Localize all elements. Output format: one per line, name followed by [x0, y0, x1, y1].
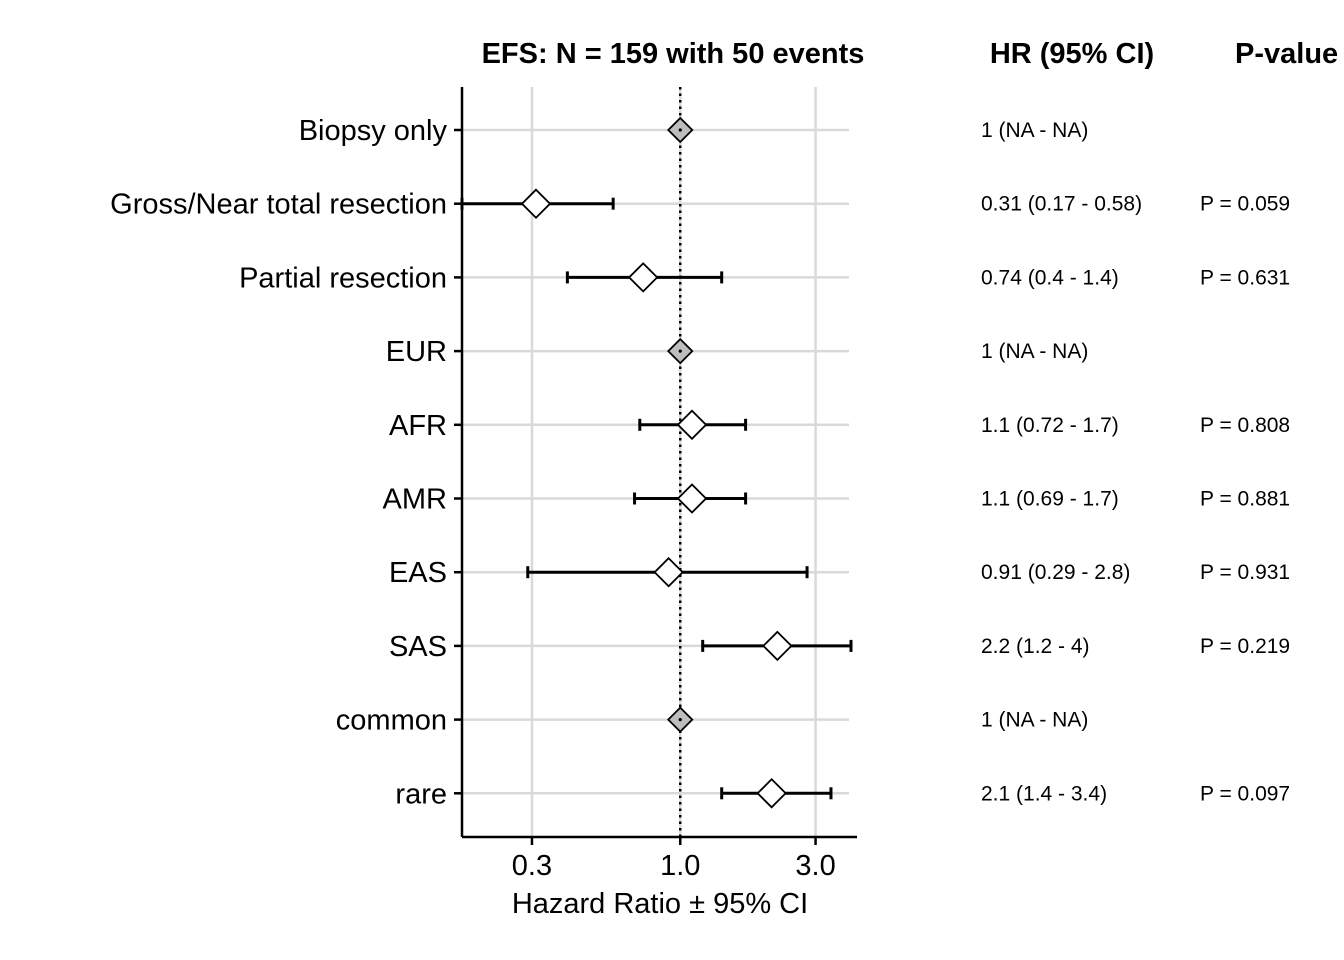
p-value: P = 0.059	[1200, 193, 1290, 216]
p-value-column-header: P-value	[1235, 38, 1338, 70]
row-label: Partial resection	[239, 262, 447, 294]
hazard-ratio-marker	[762, 630, 793, 662]
hr-ci-value: 1.1 (0.69 - 1.7)	[981, 488, 1119, 511]
chart-title: EFS: N = 159 with 50 events	[482, 38, 865, 70]
x-tick-label: 1.0	[660, 850, 700, 882]
table-layer: 1 (NA - NA) 0.31 (0.17 - 0.58) P = 0.059 0.…	[981, 119, 1290, 805]
row-label: Gross/Near total resection	[110, 189, 447, 221]
p-value: P = 0.631	[1200, 266, 1290, 289]
p-value: P = 0.931	[1200, 561, 1290, 584]
hr-ci-value: 0.91 (0.29 - 2.8)	[981, 561, 1130, 584]
row-label: EUR	[386, 336, 447, 368]
p-value: P = 0.097	[1200, 782, 1290, 805]
row-label: AMR	[383, 484, 447, 516]
hr-ci-value: 1.1 (0.72 - 1.7)	[981, 414, 1119, 437]
hr-ci-value: 1 (NA - NA)	[981, 119, 1088, 142]
reference-point-dot	[678, 128, 682, 132]
hazard-ratio-marker	[627, 262, 659, 293]
grid-layer	[462, 87, 849, 837]
row-label: EAS	[389, 557, 447, 589]
hr-ci-value: 0.31 (0.17 - 0.58)	[981, 193, 1142, 216]
hazard-ratio-marker	[676, 483, 708, 514]
row-label: Biopsy only	[299, 115, 448, 147]
x-tick-label: 0.3	[512, 850, 552, 882]
row-label: AFR	[389, 410, 447, 442]
row-label: common	[336, 705, 447, 737]
reference-point-dot	[678, 718, 682, 722]
row-label: SAS	[389, 631, 447, 663]
hazard-ratio-marker	[520, 188, 552, 219]
p-value: P = 0.881	[1200, 488, 1290, 511]
hazard-ratio-marker	[756, 778, 787, 809]
x-tick-label: 3.0	[795, 850, 835, 882]
row-label-layer: Biopsy only Gross/Near total resection Par…	[110, 115, 447, 810]
hr-column-header: HR (95% CI)	[990, 38, 1154, 70]
hr-ci-value: 2.2 (1.2 - 4)	[981, 635, 1090, 658]
p-value: P = 0.219	[1200, 635, 1290, 658]
hazard-ratio-marker	[653, 556, 684, 588]
x-axis-title: Hazard Ratio ± 95% CI	[512, 888, 808, 920]
hr-ci-value: 1 (NA - NA)	[981, 709, 1088, 732]
hr-ci-value: 0.74 (0.4 - 1.4)	[981, 266, 1119, 289]
hr-ci-value: 1 (NA - NA)	[981, 340, 1088, 363]
row-label: rare	[395, 778, 447, 810]
hazard-ratio-marker	[676, 409, 708, 441]
marker-layer	[520, 116, 793, 809]
axis-layer: 0.3 1.0 3.0	[454, 87, 857, 882]
p-value: P = 0.808	[1200, 414, 1290, 437]
reference-point-dot	[678, 349, 682, 353]
hr-ci-value: 2.1 (1.4 - 3.4)	[981, 782, 1107, 805]
